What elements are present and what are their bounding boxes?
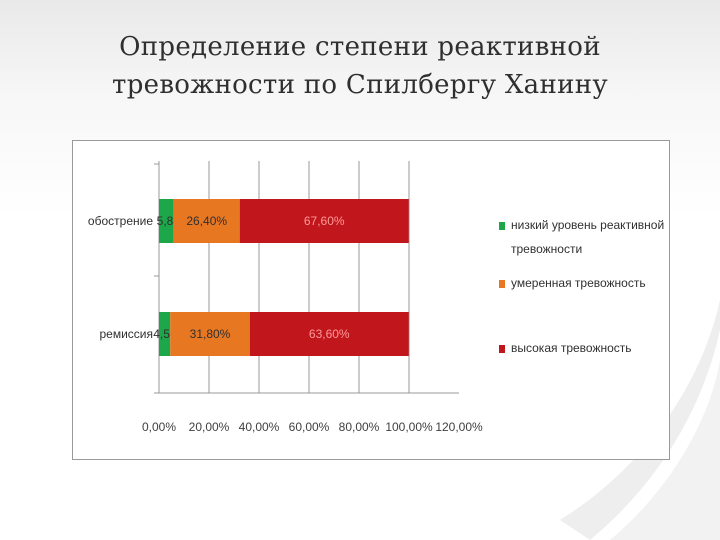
slide-title: Определение степени реактивной тревожнос… <box>60 28 660 104</box>
legend-swatch <box>499 222 505 230</box>
legend-label: умеренная тревожность <box>511 276 646 290</box>
bar-segment <box>249 312 409 356</box>
data-label: 31,80% <box>190 327 231 341</box>
legend-label: высокая тревожность <box>511 341 632 355</box>
bar-segment <box>159 312 171 356</box>
legend-swatch <box>499 345 505 353</box>
x-tick-label: 80,00% <box>339 420 380 434</box>
data-label: 67,60% <box>304 214 345 228</box>
x-tick-label: 120,00% <box>435 420 483 434</box>
x-tick-label: 40,00% <box>239 420 280 434</box>
title-line-1: Определение степени реактивной <box>119 32 601 62</box>
title-line-2: тревожности по Спилбергу Ханину <box>112 70 608 100</box>
legend-label: низкий уровень реактивной тревожности <box>511 218 665 256</box>
data-label: 63,60% <box>309 327 350 341</box>
data-label: 26,40% <box>186 214 227 228</box>
x-tick-label: 100,00% <box>385 420 433 434</box>
category-label: ремиссия <box>99 327 153 341</box>
legend-swatch <box>499 280 505 288</box>
x-tick-label: 0,00% <box>142 420 176 434</box>
x-tick-label: 20,00% <box>189 420 230 434</box>
bar-chart: 0,00% 20,00% 40,00% 60,00% 80,00% 100,00% 120,… <box>88 161 483 434</box>
bar-segment <box>239 199 409 243</box>
bar-segment <box>170 312 250 356</box>
x-tick-label: 60,00% <box>289 420 330 434</box>
chart-frame: 0,00% 20,00% 40,00% 60,00% 80,00% 100,00% 120,… <box>72 140 670 460</box>
bar-segment <box>173 199 240 243</box>
bar-segment <box>159 199 174 243</box>
category-label: обострение <box>88 214 153 228</box>
